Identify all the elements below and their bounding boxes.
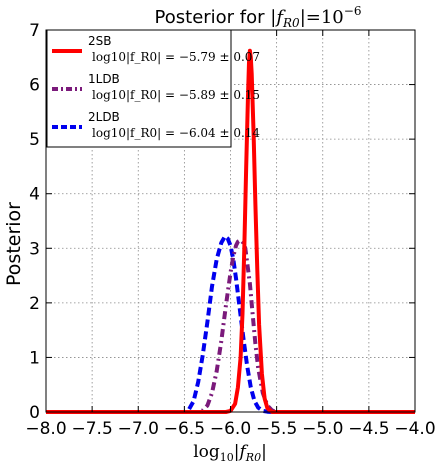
x-axis-title: log10|fR0| (193, 442, 267, 464)
series-line-2sb (46, 48, 415, 414)
legend-label-1ldb: 1LDB (88, 72, 120, 86)
series-layer (46, 48, 415, 414)
chart-title: Posterior for |fR0|=10−6 (155, 4, 362, 30)
y-axis-title: Posterior (3, 202, 25, 286)
y-tick-label: 4 (29, 185, 40, 205)
y-tick-label: 0 (29, 403, 40, 423)
legend-label-2sb: 2SB (88, 34, 111, 48)
chart-title-text: Posterior for (155, 7, 271, 28)
y-tick-label: 2 (29, 294, 40, 314)
legend: 2SB log10|f_R0| = −5.79 ± 0.07 1LDB log10|f… (46, 29, 260, 148)
legend-stat-2ldb: log10|f_R0| = −6.04 ± 0.14 (92, 126, 260, 140)
x-tick-label: −4.5 (348, 419, 389, 439)
y-tick-label: 1 (29, 348, 40, 368)
x-tick-label: −7.5 (71, 419, 112, 439)
x-tick-label: −6.0 (210, 419, 251, 439)
legend-label-2ldb: 2LDB (88, 110, 120, 124)
x-tick-label: −5.5 (256, 419, 297, 439)
x-tick-label: −5.0 (302, 419, 343, 439)
y-tick-label: 5 (29, 130, 40, 150)
legend-stat-2sb: log10|f_R0| = −5.79 ± 0.07 (92, 50, 260, 64)
x-tick-label: −4.0 (394, 419, 435, 439)
series-line-2ldb (46, 234, 415, 414)
x-tick-label: −6.5 (164, 419, 205, 439)
legend-stat-1ldb: log10|f_R0| = −5.89 ± 0.15 (92, 88, 260, 102)
y-tick-label: 6 (29, 76, 40, 96)
y-tick-labels: 0 1 2 3 4 5 6 7 (29, 21, 40, 423)
y-tick-label: 7 (29, 21, 40, 41)
x-tick-label: −8.0 (25, 419, 66, 439)
y-tick-label: 3 (29, 239, 40, 259)
x-tick-label: −7.0 (118, 419, 159, 439)
x-tick-labels: −8.0 −7.5 −7.0 −6.5 −6.0 −5.5 −5.0 −4.5 −4.0 (25, 419, 435, 439)
